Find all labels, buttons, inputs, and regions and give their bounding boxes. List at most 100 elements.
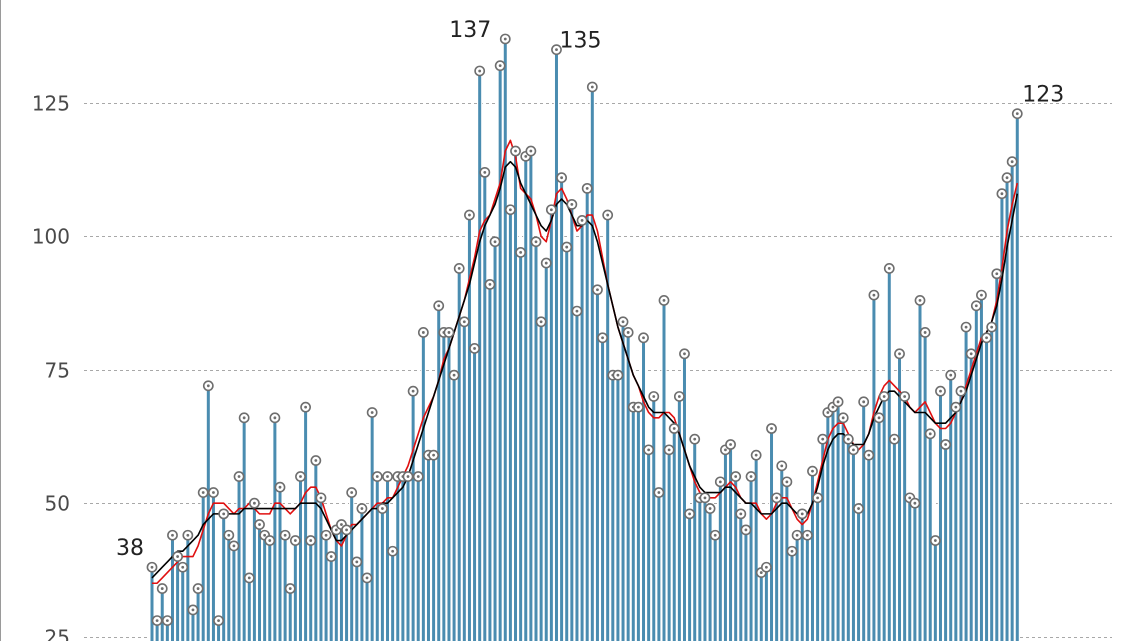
bar-marker-center xyxy=(882,395,886,398)
bar xyxy=(686,513,693,641)
bar xyxy=(517,251,524,641)
bar-marker-center xyxy=(201,491,205,494)
bar xyxy=(159,587,165,641)
bar xyxy=(866,454,872,641)
bar xyxy=(195,587,201,641)
bar xyxy=(876,417,882,641)
bar xyxy=(743,529,749,641)
bar-marker-center xyxy=(181,565,185,569)
bar xyxy=(569,203,575,641)
bar xyxy=(804,534,811,641)
bar xyxy=(845,438,852,641)
bar xyxy=(354,561,360,641)
data-label: 135 xyxy=(560,29,602,54)
bar xyxy=(881,395,887,641)
bar xyxy=(348,491,355,641)
bar-marker-center xyxy=(713,533,717,537)
bar xyxy=(405,475,411,641)
bar-marker-center xyxy=(514,149,517,153)
bar-marker-center xyxy=(196,587,200,590)
bar-marker-center xyxy=(421,331,425,334)
bar-marker-center xyxy=(386,475,389,478)
bar xyxy=(753,454,759,641)
bar xyxy=(953,406,959,641)
bar-marker-center xyxy=(498,64,502,68)
bar xyxy=(548,209,555,641)
data-label: 38 xyxy=(116,536,144,561)
bar-marker-center xyxy=(601,336,604,340)
bar xyxy=(707,507,713,641)
bar xyxy=(574,310,580,641)
bar-marker-center xyxy=(867,453,871,457)
bar xyxy=(246,577,252,641)
bar-marker-center xyxy=(795,533,799,537)
bar xyxy=(231,545,237,641)
bar xyxy=(436,305,442,641)
bar xyxy=(789,550,795,641)
bar-marker-center xyxy=(616,373,620,377)
bar-marker-center xyxy=(780,464,784,468)
label-layer: 25 50 75 100 125 38 137 135 123 xyxy=(32,18,1064,641)
bar xyxy=(492,241,498,641)
bar-marker-center xyxy=(324,533,328,537)
bar-marker-center xyxy=(1005,176,1009,180)
bar-marker-center xyxy=(626,331,630,334)
bar-marker-center xyxy=(647,448,651,452)
bar-marker-center xyxy=(345,528,348,532)
bar xyxy=(912,502,918,641)
bar-marker-center xyxy=(928,432,932,436)
bar-marker-center xyxy=(805,533,809,537)
bar-marker-center xyxy=(585,186,589,190)
bar-marker-center xyxy=(790,549,794,553)
bar xyxy=(308,539,314,641)
bar-marker-center xyxy=(191,608,195,612)
bar-marker-center xyxy=(462,320,466,324)
bar-marker-center xyxy=(770,427,773,430)
bar xyxy=(226,534,232,641)
bar-marker-center xyxy=(816,496,819,500)
bar-marker-center xyxy=(683,352,686,356)
bar xyxy=(717,481,724,641)
bar-marker-center xyxy=(509,208,512,212)
bar-marker-center xyxy=(739,512,743,516)
bar-marker-center xyxy=(519,251,523,254)
y-tick-label: 125 xyxy=(32,92,70,116)
bar-marker-center xyxy=(186,533,190,537)
bar xyxy=(901,395,908,641)
bar-marker-center xyxy=(744,528,748,532)
bar-marker-center xyxy=(334,528,338,532)
bar-marker-center xyxy=(857,507,860,510)
bar-marker-center xyxy=(468,213,471,217)
bar-marker-center xyxy=(555,48,558,52)
bar-marker-center xyxy=(662,299,666,302)
bar-marker-center xyxy=(381,507,384,510)
bar-marker-center xyxy=(831,405,835,409)
bar-marker-center xyxy=(785,480,789,484)
bar xyxy=(988,326,995,641)
point-layer xyxy=(146,33,1023,626)
bar-marker-center xyxy=(708,507,712,510)
bar xyxy=(410,390,416,641)
bar-marker-center xyxy=(544,261,548,265)
bar-marker-center xyxy=(160,587,164,590)
bar xyxy=(948,374,954,641)
bar-marker-center xyxy=(1010,160,1014,164)
bar-marker-center xyxy=(959,389,963,393)
bar-marker-center xyxy=(493,240,497,244)
bar xyxy=(564,246,570,641)
bar-marker-center xyxy=(406,475,410,478)
bar xyxy=(697,497,703,641)
bar-marker-center xyxy=(969,352,973,356)
bar xyxy=(635,406,642,641)
bar-marker-center xyxy=(734,475,738,478)
bar-marker-center xyxy=(596,288,599,292)
bar-marker-center xyxy=(206,384,210,388)
bar xyxy=(528,150,534,641)
bar xyxy=(599,337,606,641)
bar xyxy=(584,187,590,641)
bar xyxy=(963,326,969,641)
bar-marker-center xyxy=(309,539,313,542)
bar xyxy=(630,406,636,641)
bar-marker-center xyxy=(222,512,226,516)
